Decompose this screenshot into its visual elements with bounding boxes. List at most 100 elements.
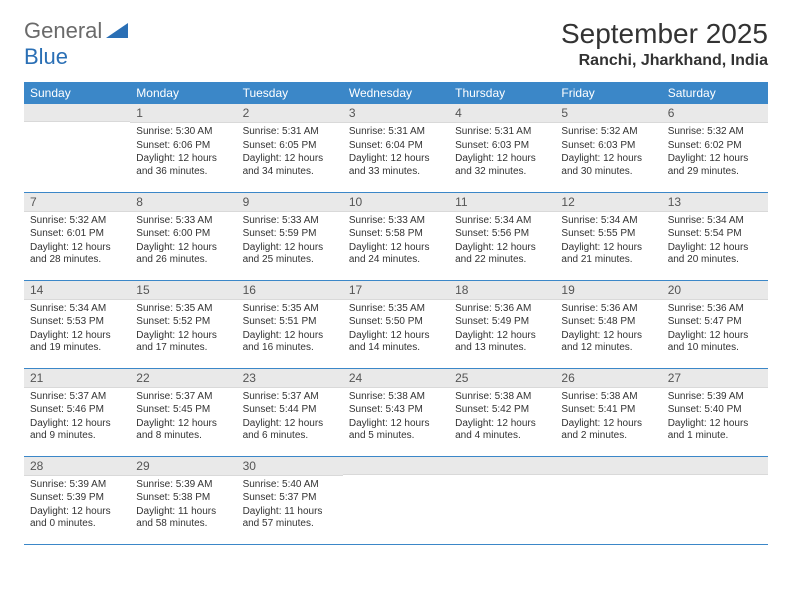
- day-number-bar: 10: [343, 193, 449, 212]
- cell-body: [24, 122, 130, 182]
- cell-body: Sunrise: 5:38 AMSunset: 5:41 PMDaylight:…: [555, 388, 661, 448]
- sunrise-text: Sunrise: 5:37 AM: [30, 391, 124, 404]
- day-number-bar: 6: [662, 104, 768, 123]
- calendar-cell: 29Sunrise: 5:39 AMSunset: 5:38 PMDayligh…: [130, 456, 236, 544]
- daylight-text: Daylight: 12 hours and 10 minutes.: [668, 330, 762, 355]
- calendar-cell: 18Sunrise: 5:36 AMSunset: 5:49 PMDayligh…: [449, 280, 555, 368]
- cell-body: Sunrise: 5:35 AMSunset: 5:50 PMDaylight:…: [343, 300, 449, 360]
- sunset-text: Sunset: 6:05 PM: [243, 140, 337, 153]
- sunset-text: Sunset: 5:37 PM: [243, 492, 337, 505]
- day-number-bar: 24: [343, 369, 449, 388]
- day-number-bar: 4: [449, 104, 555, 123]
- sunset-text: Sunset: 6:02 PM: [668, 140, 762, 153]
- day-number-bar: [555, 457, 661, 475]
- calendar-table: SundayMondayTuesdayWednesdayThursdayFrid…: [24, 82, 768, 545]
- daylight-text: Daylight: 12 hours and 25 minutes.: [243, 242, 337, 267]
- calendar-week-row: 7Sunrise: 5:32 AMSunset: 6:01 PMDaylight…: [24, 192, 768, 280]
- weekday-header: Tuesday: [237, 82, 343, 104]
- sunrise-text: Sunrise: 5:38 AM: [349, 391, 443, 404]
- sunset-text: Sunset: 5:55 PM: [561, 228, 655, 241]
- calendar-cell: 21Sunrise: 5:37 AMSunset: 5:46 PMDayligh…: [24, 368, 130, 456]
- calendar-week-row: 1Sunrise: 5:30 AMSunset: 6:06 PMDaylight…: [24, 104, 768, 192]
- daylight-text: Daylight: 12 hours and 24 minutes.: [349, 242, 443, 267]
- sunrise-text: Sunrise: 5:34 AM: [455, 215, 549, 228]
- sunrise-text: Sunrise: 5:36 AM: [561, 303, 655, 316]
- day-number-bar: 28: [24, 457, 130, 476]
- calendar-cell: 6Sunrise: 5:32 AMSunset: 6:02 PMDaylight…: [662, 104, 768, 192]
- cell-body: Sunrise: 5:39 AMSunset: 5:40 PMDaylight:…: [662, 388, 768, 448]
- daylight-text: Daylight: 12 hours and 1 minute.: [668, 418, 762, 443]
- calendar-cell: 20Sunrise: 5:36 AMSunset: 5:47 PMDayligh…: [662, 280, 768, 368]
- sunset-text: Sunset: 5:59 PM: [243, 228, 337, 241]
- calendar-cell: 30Sunrise: 5:40 AMSunset: 5:37 PMDayligh…: [237, 456, 343, 544]
- daylight-text: Daylight: 12 hours and 8 minutes.: [136, 418, 230, 443]
- day-number-bar: 19: [555, 281, 661, 300]
- cell-body: [343, 475, 449, 535]
- sunrise-text: Sunrise: 5:36 AM: [668, 303, 762, 316]
- weekday-row: SundayMondayTuesdayWednesdayThursdayFrid…: [24, 82, 768, 104]
- cell-body: Sunrise: 5:40 AMSunset: 5:37 PMDaylight:…: [237, 476, 343, 536]
- daylight-text: Daylight: 12 hours and 4 minutes.: [455, 418, 549, 443]
- calendar-cell: 8Sunrise: 5:33 AMSunset: 6:00 PMDaylight…: [130, 192, 236, 280]
- calendar-week-row: 28Sunrise: 5:39 AMSunset: 5:39 PMDayligh…: [24, 456, 768, 544]
- sunrise-text: Sunrise: 5:33 AM: [349, 215, 443, 228]
- daylight-text: Daylight: 12 hours and 36 minutes.: [136, 153, 230, 178]
- calendar-cell: 9 Sunrise: 5:33 AMSunset: 5:59 PMDaylight…: [237, 192, 343, 280]
- cell-body: Sunrise: 5:39 AMSunset: 5:39 PMDaylight:…: [24, 476, 130, 536]
- calendar-cell: 28Sunrise: 5:39 AMSunset: 5:39 PMDayligh…: [24, 456, 130, 544]
- sunset-text: Sunset: 5:51 PM: [243, 316, 337, 329]
- sunset-text: Sunset: 5:58 PM: [349, 228, 443, 241]
- sunrise-text: Sunrise: 5:33 AM: [243, 215, 337, 228]
- calendar-cell: 7Sunrise: 5:32 AMSunset: 6:01 PMDaylight…: [24, 192, 130, 280]
- cell-body: Sunrise: 5:34 AMSunset: 5:55 PMDaylight:…: [555, 212, 661, 272]
- day-number-bar: 7: [24, 193, 130, 212]
- cell-body: Sunrise: 5:34 AMSunset: 5:53 PMDaylight:…: [24, 300, 130, 360]
- cell-body: Sunrise: 5:33 AMSunset: 6:00 PMDaylight:…: [130, 212, 236, 272]
- sunset-text: Sunset: 6:03 PM: [561, 140, 655, 153]
- calendar-cell: [343, 456, 449, 544]
- day-number-bar: 26: [555, 369, 661, 388]
- sunrise-text: Sunrise: 5:37 AM: [243, 391, 337, 404]
- calendar-cell: 5Sunrise: 5:32 AMSunset: 6:03 PMDaylight…: [555, 104, 661, 192]
- calendar-cell: 23Sunrise: 5:37 AMSunset: 5:44 PMDayligh…: [237, 368, 343, 456]
- cell-body: Sunrise: 5:37 AMSunset: 5:45 PMDaylight:…: [130, 388, 236, 448]
- sunrise-text: Sunrise: 5:36 AM: [455, 303, 549, 316]
- calendar-cell: 19Sunrise: 5:36 AMSunset: 5:48 PMDayligh…: [555, 280, 661, 368]
- daylight-text: Daylight: 12 hours and 33 minutes.: [349, 153, 443, 178]
- daylight-text: Daylight: 12 hours and 29 minutes.: [668, 153, 762, 178]
- weekday-header: Thursday: [449, 82, 555, 104]
- sunrise-text: Sunrise: 5:31 AM: [243, 126, 337, 139]
- calendar-cell: 16Sunrise: 5:35 AMSunset: 5:51 PMDayligh…: [237, 280, 343, 368]
- cell-body: Sunrise: 5:31 AMSunset: 6:05 PMDaylight:…: [237, 123, 343, 183]
- daylight-text: Daylight: 12 hours and 32 minutes.: [455, 153, 549, 178]
- day-number-bar: 3: [343, 104, 449, 123]
- sunrise-text: Sunrise: 5:38 AM: [561, 391, 655, 404]
- cell-body: Sunrise: 5:32 AMSunset: 6:01 PMDaylight:…: [24, 212, 130, 272]
- day-number-bar: 23: [237, 369, 343, 388]
- day-number-bar: 30: [237, 457, 343, 476]
- calendar-cell: 2Sunrise: 5:31 AMSunset: 6:05 PMDaylight…: [237, 104, 343, 192]
- daylight-text: Daylight: 12 hours and 30 minutes.: [561, 153, 655, 178]
- cell-body: Sunrise: 5:36 AMSunset: 5:49 PMDaylight:…: [449, 300, 555, 360]
- weekday-header: Monday: [130, 82, 236, 104]
- calendar-cell: 12Sunrise: 5:34 AMSunset: 5:55 PMDayligh…: [555, 192, 661, 280]
- sunrise-text: Sunrise: 5:32 AM: [668, 126, 762, 139]
- weekday-header: Friday: [555, 82, 661, 104]
- daylight-text: Daylight: 12 hours and 20 minutes.: [668, 242, 762, 267]
- cell-body: Sunrise: 5:35 AMSunset: 5:51 PMDaylight:…: [237, 300, 343, 360]
- day-number-bar: [343, 457, 449, 475]
- weekday-header: Sunday: [24, 82, 130, 104]
- sunset-text: Sunset: 5:49 PM: [455, 316, 549, 329]
- logo-text-1: General: [24, 18, 102, 44]
- cell-body: Sunrise: 5:32 AMSunset: 6:02 PMDaylight:…: [662, 123, 768, 183]
- day-number-bar: 29: [130, 457, 236, 476]
- sunset-text: Sunset: 6:06 PM: [136, 140, 230, 153]
- calendar-cell: 14Sunrise: 5:34 AMSunset: 5:53 PMDayligh…: [24, 280, 130, 368]
- daylight-text: Daylight: 12 hours and 9 minutes.: [30, 418, 124, 443]
- header: General September 2025 Ranchi, Jharkhand…: [24, 18, 768, 70]
- sunrise-text: Sunrise: 5:31 AM: [349, 126, 443, 139]
- sunset-text: Sunset: 6:00 PM: [136, 228, 230, 241]
- day-number-bar: 9: [237, 193, 343, 212]
- sunset-text: Sunset: 5:56 PM: [455, 228, 549, 241]
- cell-body: Sunrise: 5:31 AMSunset: 6:03 PMDaylight:…: [449, 123, 555, 183]
